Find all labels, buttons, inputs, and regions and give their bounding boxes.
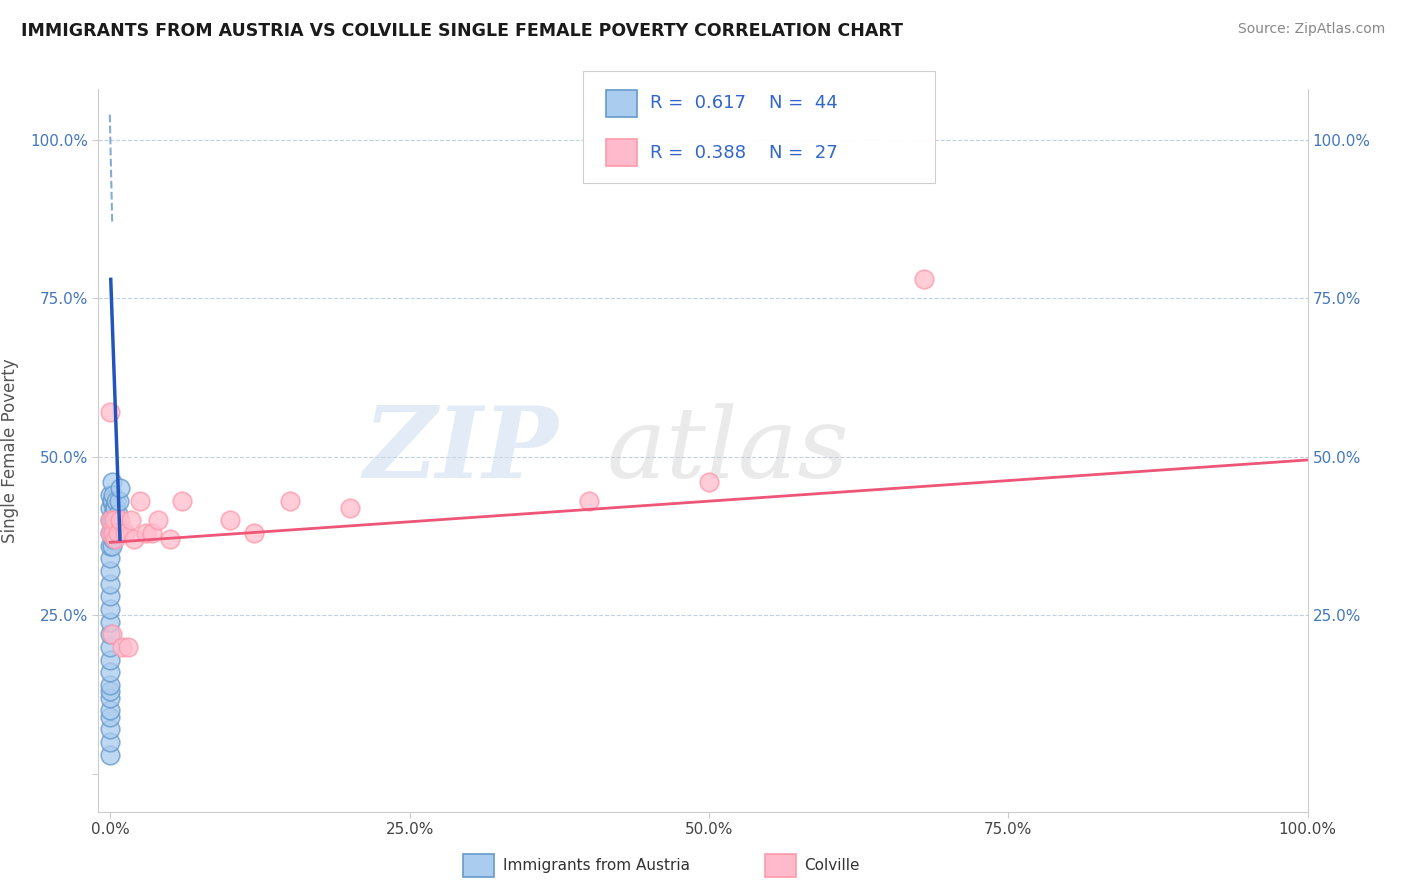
- Point: [100, 539, 122, 553]
- Text: ZIP: ZIP: [363, 402, 558, 499]
- Point: [135, 525, 157, 540]
- Point: [117, 640, 139, 654]
- Point: [114, 525, 136, 540]
- Point: [108, 513, 131, 527]
- Point: [100, 475, 122, 490]
- Point: [100, 564, 122, 578]
- Text: atlas: atlas: [606, 403, 849, 498]
- Point: [103, 513, 125, 527]
- Point: [100, 513, 122, 527]
- Point: [105, 513, 128, 527]
- Point: [100, 690, 122, 705]
- Point: [159, 532, 181, 546]
- Point: [104, 500, 127, 515]
- Point: [103, 519, 125, 533]
- Point: [100, 551, 122, 566]
- Text: Source: ZipAtlas.com: Source: ZipAtlas.com: [1237, 22, 1385, 37]
- Point: [107, 507, 129, 521]
- Point: [100, 678, 122, 692]
- Point: [914, 272, 936, 286]
- Y-axis label: Single Female Poverty: Single Female Poverty: [1, 359, 18, 542]
- Point: [129, 494, 152, 508]
- Text: R =  0.388    N =  27: R = 0.388 N = 27: [650, 144, 838, 161]
- Point: [100, 539, 122, 553]
- Point: [148, 513, 170, 527]
- Point: [243, 525, 266, 540]
- Point: [100, 405, 122, 419]
- Point: [141, 525, 163, 540]
- Point: [100, 513, 122, 527]
- Point: [120, 513, 142, 527]
- Point: [100, 747, 122, 762]
- Point: [278, 494, 301, 508]
- Point: [107, 525, 129, 540]
- Point: [100, 627, 122, 641]
- Point: [104, 519, 127, 533]
- Text: Colville: Colville: [804, 858, 859, 872]
- Point: [100, 665, 122, 680]
- Point: [578, 494, 600, 508]
- Point: [100, 525, 122, 540]
- Point: [107, 494, 129, 508]
- Point: [100, 513, 122, 527]
- Point: [100, 525, 122, 540]
- Point: [111, 640, 134, 654]
- Point: [100, 513, 122, 527]
- Point: [100, 709, 122, 723]
- Point: [172, 494, 194, 508]
- Point: [108, 482, 131, 496]
- Point: [100, 615, 122, 629]
- Text: IMMIGRANTS FROM AUSTRIA VS COLVILLE SINGLE FEMALE POVERTY CORRELATION CHART: IMMIGRANTS FROM AUSTRIA VS COLVILLE SING…: [21, 22, 903, 40]
- Point: [104, 532, 127, 546]
- Point: [100, 684, 122, 698]
- Point: [219, 513, 242, 527]
- Point: [100, 723, 122, 737]
- Point: [124, 532, 146, 546]
- Point: [103, 500, 125, 515]
- Point: [100, 640, 122, 654]
- Point: [100, 735, 122, 749]
- Point: [101, 488, 124, 502]
- Point: [100, 627, 122, 641]
- Point: [100, 589, 122, 603]
- Point: [100, 703, 122, 717]
- Point: [101, 532, 124, 546]
- Point: [101, 519, 124, 533]
- Point: [100, 488, 122, 502]
- Point: [100, 494, 122, 508]
- Point: [100, 602, 122, 616]
- Text: Immigrants from Austria: Immigrants from Austria: [503, 858, 690, 872]
- Point: [105, 494, 128, 508]
- Point: [100, 525, 122, 540]
- Point: [101, 525, 124, 540]
- Point: [100, 525, 122, 540]
- Point: [100, 500, 122, 515]
- Point: [339, 500, 361, 515]
- Point: [100, 652, 122, 666]
- Point: [100, 494, 122, 508]
- Point: [101, 507, 124, 521]
- Point: [697, 475, 720, 490]
- Point: [100, 576, 122, 591]
- Text: R =  0.617    N =  44: R = 0.617 N = 44: [650, 95, 838, 112]
